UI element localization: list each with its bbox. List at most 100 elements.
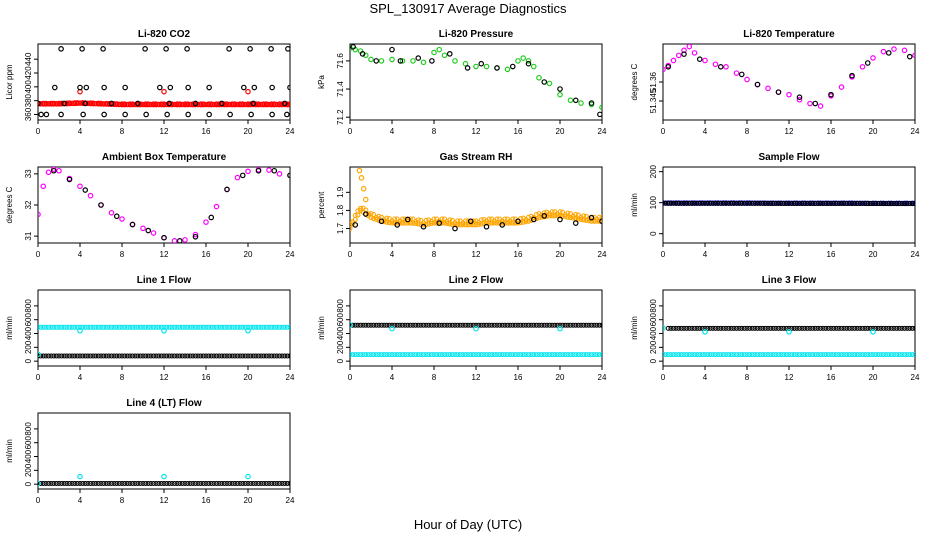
- data-point: [762, 325, 768, 331]
- data-point: [671, 325, 676, 331]
- data-point: [689, 200, 695, 206]
- data-point: [240, 353, 246, 359]
- x-tick-label: 20: [556, 127, 565, 136]
- data-point: [891, 201, 897, 207]
- data-point: [715, 200, 721, 206]
- data-point: [350, 352, 356, 358]
- data-point: [473, 352, 479, 358]
- data-point: [436, 46, 443, 53]
- x-tick-label: 24: [598, 373, 607, 382]
- data-point: [599, 214, 602, 220]
- data-point: [74, 480, 80, 486]
- data-point: [111, 324, 117, 330]
- data-point: [360, 322, 366, 328]
- data-point: [663, 200, 669, 206]
- data-point: [101, 353, 107, 359]
- data-point: [148, 101, 154, 107]
- x-tick-label: 8: [120, 250, 125, 259]
- y-axis-label: ml/min: [630, 193, 639, 217]
- data-point: [510, 322, 516, 328]
- data-point: [478, 60, 485, 67]
- data-point: [718, 200, 724, 206]
- data-point: [429, 58, 435, 64]
- data-point: [38, 324, 44, 330]
- data-point: [770, 352, 776, 358]
- data-point: [206, 111, 212, 118]
- data-point: [589, 322, 594, 328]
- data-point: [786, 200, 792, 206]
- data-point: [870, 55, 876, 61]
- data-point: [227, 353, 233, 359]
- data-point: [670, 57, 677, 64]
- data-point: [531, 214, 537, 220]
- data-point: [167, 84, 174, 91]
- data-point: [148, 353, 154, 359]
- data-point: [557, 86, 563, 92]
- data-point: [734, 352, 739, 358]
- data-point: [185, 480, 191, 486]
- data-point: [849, 325, 855, 331]
- x-tick-label: 24: [286, 373, 295, 382]
- data-point: [565, 210, 571, 216]
- data-point: [465, 322, 471, 328]
- x-tick-label: 4: [78, 496, 83, 505]
- data-point: [227, 101, 233, 107]
- data-point: [176, 238, 183, 243]
- data-point: [190, 480, 196, 486]
- y-tick-label: 51.345: [649, 88, 658, 113]
- x-tick-label: 20: [869, 250, 878, 259]
- data-point: [904, 352, 910, 358]
- data-point: [439, 216, 445, 222]
- x-tick-label: 20: [869, 127, 878, 136]
- data-point: [74, 324, 80, 330]
- data-point: [242, 353, 248, 359]
- data-point: [271, 324, 277, 330]
- data-point: [67, 480, 72, 486]
- panel-title: Li-820 Pressure: [439, 29, 514, 40]
- data-point: [820, 352, 826, 358]
- x-tick-label: 24: [286, 127, 295, 136]
- data-point: [237, 324, 243, 330]
- x-tick-label: 20: [244, 373, 253, 382]
- data-point: [98, 202, 104, 208]
- data-point: [43, 101, 49, 107]
- data-point: [812, 100, 819, 107]
- x-tick-label: 20: [556, 373, 565, 382]
- data-point: [45, 169, 52, 176]
- data-point: [760, 352, 766, 358]
- data-point: [665, 352, 671, 358]
- data-point: [214, 101, 219, 107]
- data-point: [836, 352, 842, 358]
- data-point: [518, 322, 524, 328]
- y-tick-label: 420: [24, 66, 33, 80]
- data-point: [394, 222, 401, 228]
- data-point: [839, 352, 844, 358]
- data-point: [797, 325, 802, 331]
- data-point: [421, 352, 426, 358]
- data-point: [72, 353, 78, 359]
- data-point: [358, 322, 363, 328]
- data-point: [256, 480, 261, 486]
- data-point: [831, 352, 837, 358]
- data-point: [681, 352, 687, 358]
- data-point: [276, 171, 283, 177]
- data-point: [235, 480, 240, 486]
- data-point: [373, 216, 379, 222]
- data-point: [143, 480, 149, 486]
- data-point: [891, 352, 897, 358]
- data-point: [773, 352, 779, 358]
- data-point: [497, 322, 503, 328]
- data-point: [575, 352, 581, 358]
- data-point: [789, 325, 795, 331]
- data-point: [279, 480, 285, 486]
- y-axis-label: ml/min: [5, 316, 14, 340]
- panel-line4: Line 4 (LT) Flow ml/min 0 4 8 12 16 20 24 0 200400…: [5, 398, 295, 505]
- data-point: [499, 322, 505, 328]
- data-point: [509, 63, 516, 70]
- data-point: [43, 480, 49, 486]
- data-point: [184, 46, 190, 52]
- data-point: [253, 353, 259, 359]
- data-point: [541, 322, 547, 328]
- plot-frame: [37, 43, 291, 121]
- data-point: [713, 200, 718, 206]
